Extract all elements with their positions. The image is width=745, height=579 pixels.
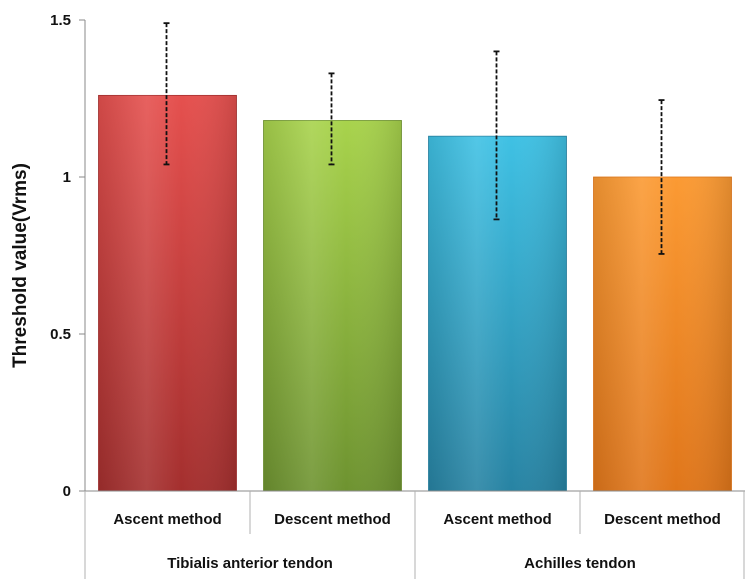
y-tick-label: 1: [63, 169, 71, 186]
bar-shading: [428, 136, 567, 491]
bar-shading: [593, 177, 732, 491]
y-axis-title: Threshold value(Vrms): [10, 163, 31, 368]
y-tick-label: 0.5: [50, 326, 71, 343]
x-category-label: Descent method: [274, 511, 391, 528]
x-group-label: Achilles tendon: [524, 555, 636, 572]
y-tick-label: 0: [63, 483, 71, 500]
x-category-label: Ascent method: [443, 511, 551, 528]
x-category-label: Descent method: [604, 511, 721, 528]
bar-shading: [98, 95, 237, 492]
bar-shading: [263, 120, 402, 491]
x-group-label: Tibialis anterior tendon: [167, 555, 333, 572]
y-tick-label: 1.5: [50, 12, 71, 29]
x-category-label: Ascent method: [113, 511, 221, 528]
